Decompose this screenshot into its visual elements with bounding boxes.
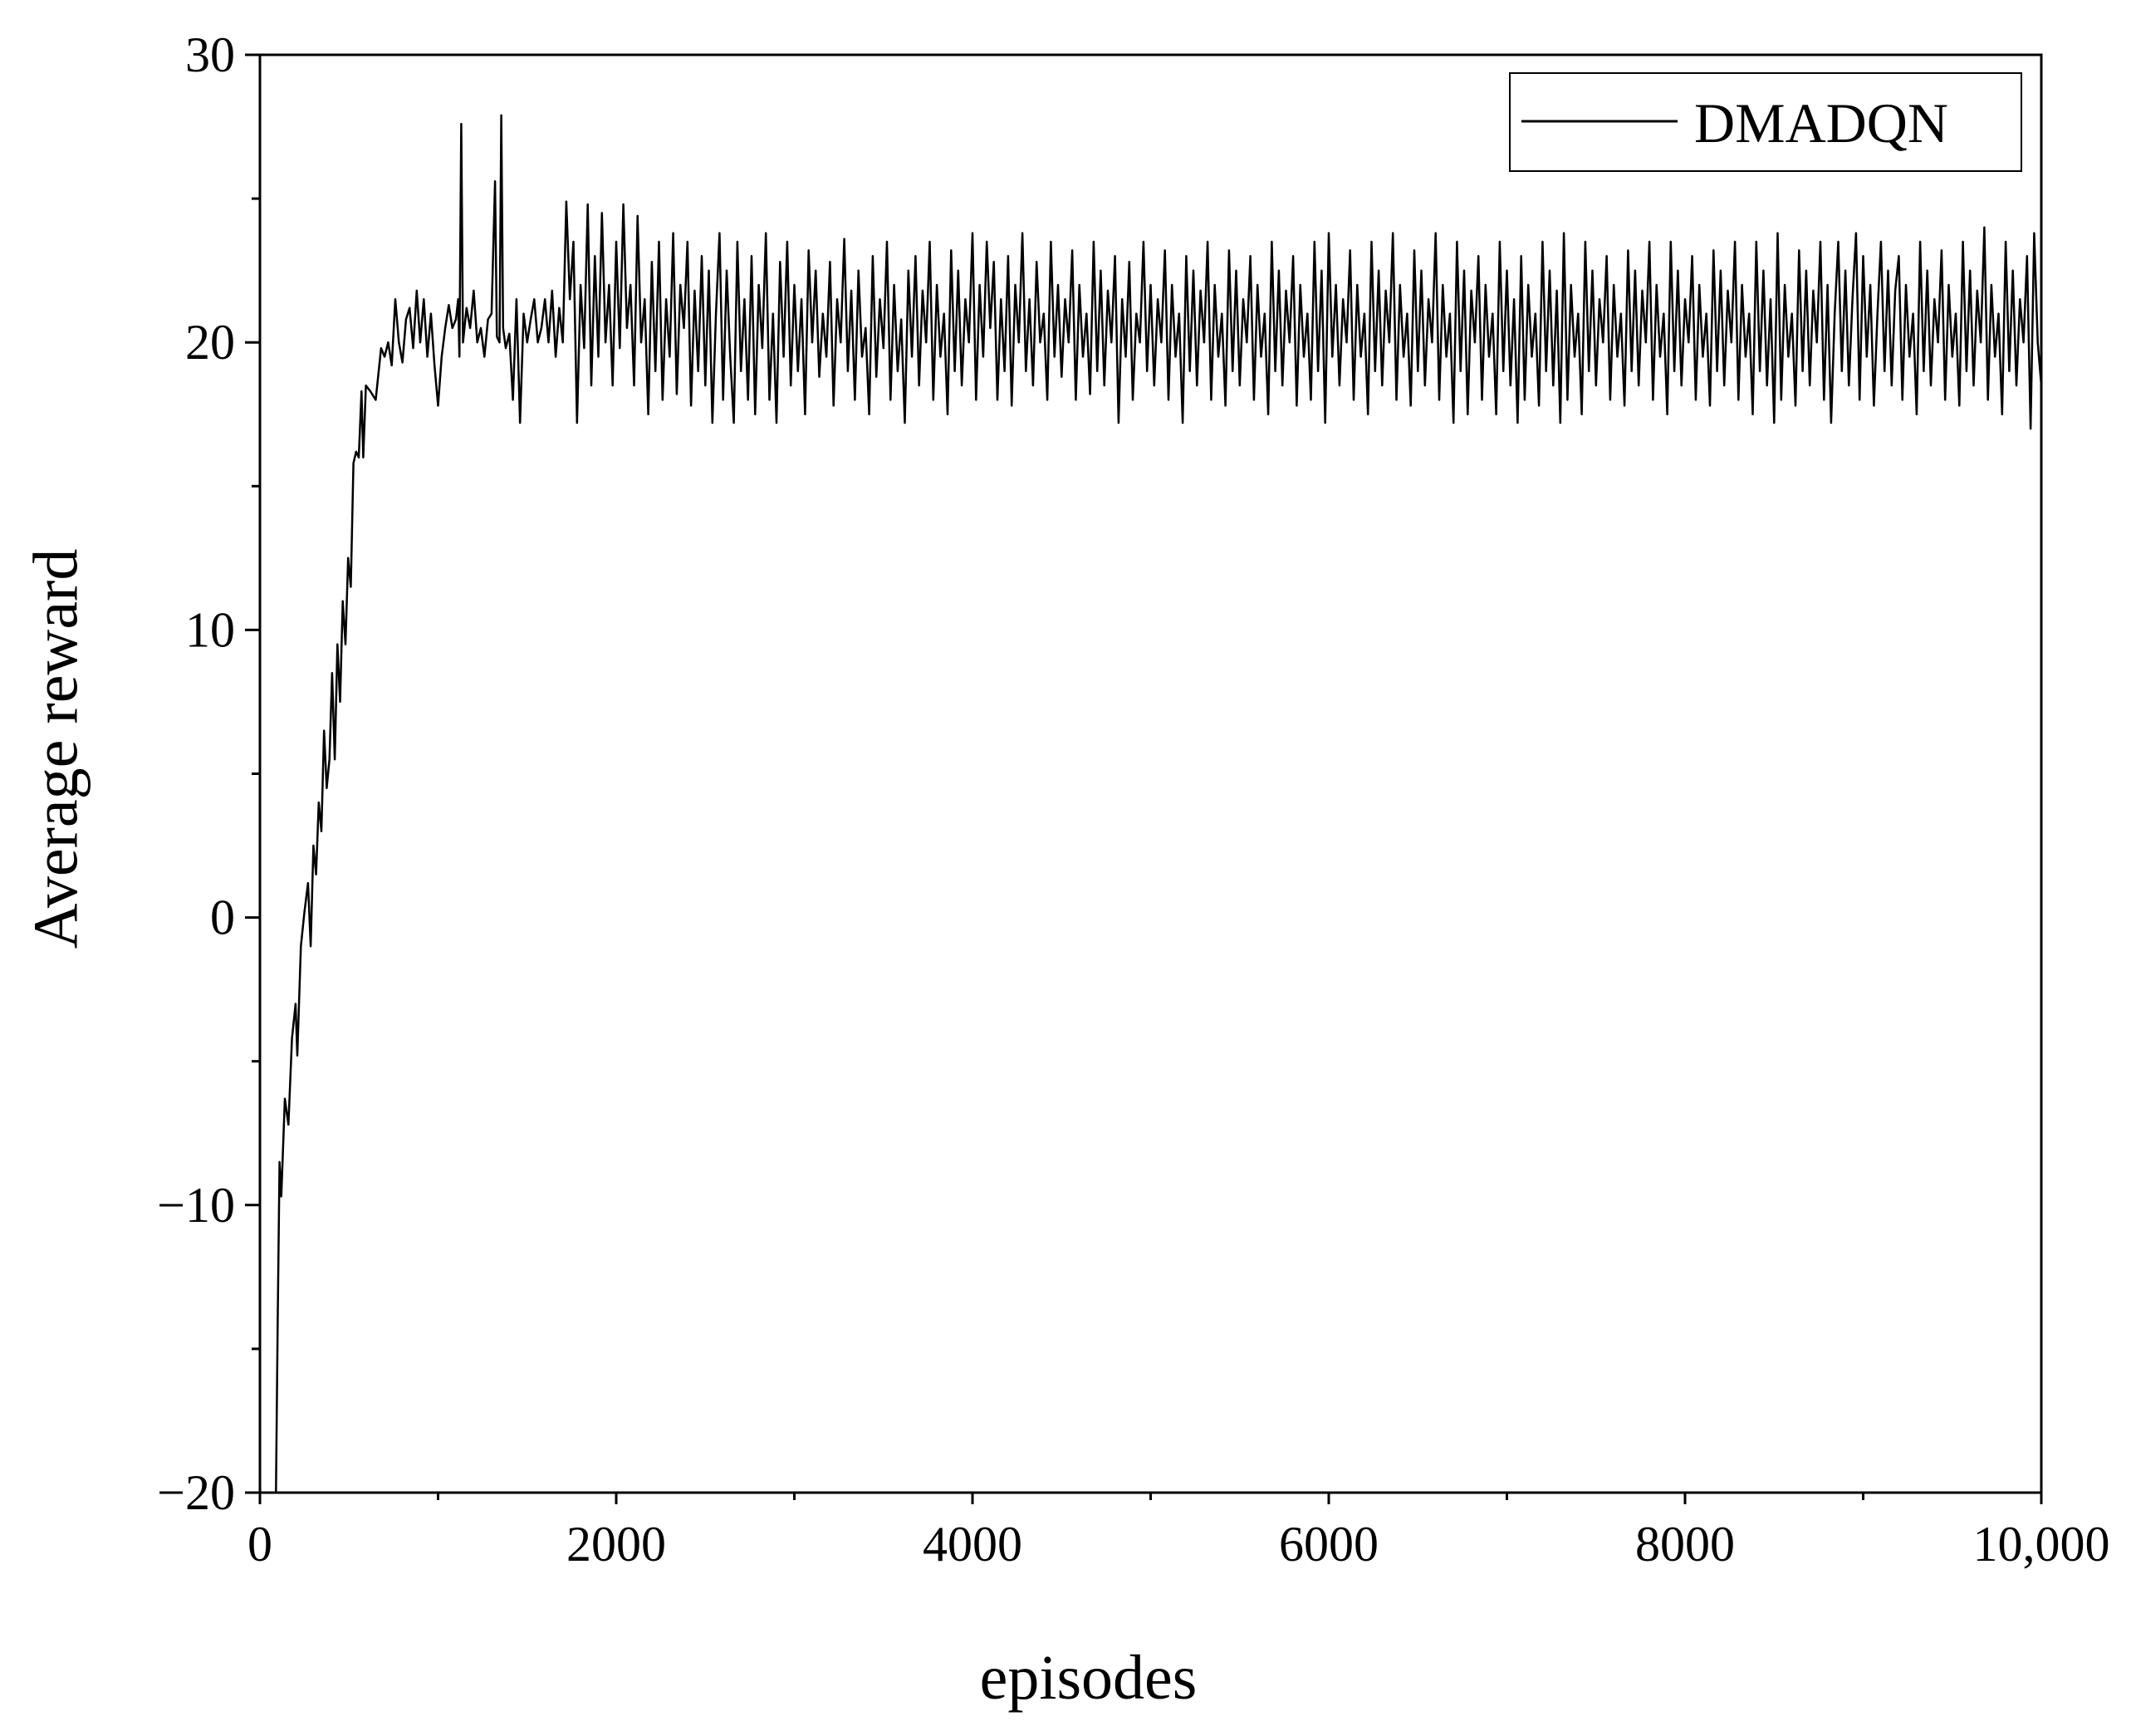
legend: DMADQN xyxy=(1509,72,2022,172)
ticks-layer: 0 2000 4000 6000 8000 10,000 −20 −10 0 10 20 30 xyxy=(157,27,2109,1572)
y-tick-label: 10 xyxy=(185,602,235,657)
series-line-dmadqn xyxy=(275,114,2043,1493)
legend-label-dmadqn: DMADQN xyxy=(1694,91,1948,154)
x-tick-label: 0 xyxy=(247,1517,272,1572)
x-tick-label: 10,000 xyxy=(1973,1517,2110,1572)
x-tick-label: 2000 xyxy=(566,1517,666,1572)
plot-frame xyxy=(258,53,2043,1494)
y-tick-label: 20 xyxy=(185,315,235,370)
x-tick-label: 8000 xyxy=(1635,1517,1735,1572)
y-tick-label: −20 xyxy=(157,1465,235,1520)
series-layer xyxy=(275,114,2043,1493)
x-tick-label: 6000 xyxy=(1279,1517,1379,1572)
x-axis-title: episodes xyxy=(980,1643,1198,1713)
y-tick-label: 0 xyxy=(210,890,235,945)
x-tick-label: 4000 xyxy=(923,1517,1022,1572)
y-tick-label: 30 xyxy=(185,27,235,82)
y-tick-label: −10 xyxy=(157,1178,235,1233)
y-axis-title: Average reward xyxy=(21,549,91,949)
